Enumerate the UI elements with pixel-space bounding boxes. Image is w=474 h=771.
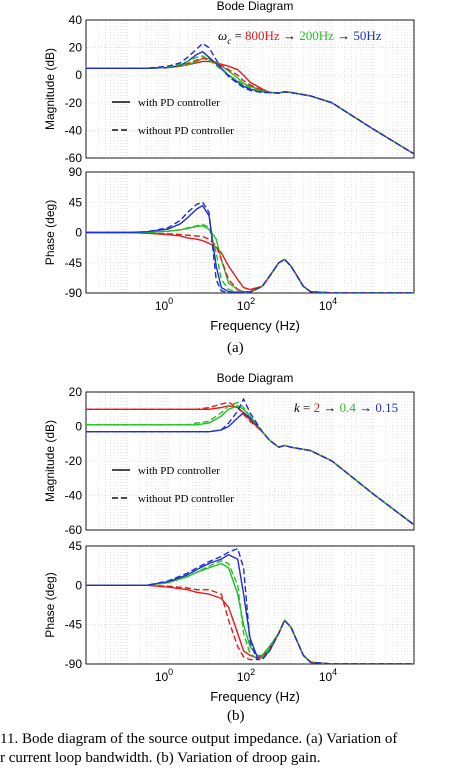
y-tick-label: 90 (69, 165, 83, 179)
legend-label-dashed: without PD controller (138, 125, 234, 137)
x-tick-label: 102 (237, 296, 255, 313)
x-tick-label: 100 (155, 296, 173, 313)
y-tick-label: -40 (65, 123, 83, 137)
series-line-blue-dashed (86, 547, 414, 664)
y-tick-label: 45 (69, 195, 83, 209)
y-axis-label: Phase (deg) (43, 200, 57, 265)
series-line-green-dashed (86, 560, 414, 664)
y-tick-label: -20 (65, 96, 83, 110)
legend-label-solid: with PD controller (138, 97, 220, 109)
y-axis-label: Phase (deg) (43, 572, 57, 637)
figure-caption-line-1: 11. Bode diagram of the source output im… (0, 731, 398, 747)
x-tick-label: 100 (155, 667, 173, 684)
y-tick-label: 20 (69, 41, 83, 55)
y-tick-label: 0 (75, 578, 82, 592)
x-tick-label: 104 (319, 667, 337, 684)
legend-label-dashed: without PD controller (138, 493, 234, 505)
y-tick-label: 20 (69, 385, 83, 399)
series-line-blue-solid (86, 412, 414, 526)
series-line-red-dashed (86, 584, 414, 664)
chart-title: Bode Diagram (217, 0, 294, 13)
y-tick-label: -40 (65, 489, 83, 503)
y-tick-label: -90 (65, 286, 83, 300)
chart-title: Bode Diagram (217, 371, 294, 385)
y-tick-label: -20 (65, 454, 83, 468)
y-tick-label: -60 (65, 523, 83, 537)
y-tick-label: -90 (65, 657, 83, 671)
y-tick-label: 0 (75, 420, 82, 434)
y-tick-label: 40 (69, 13, 83, 27)
plot-frame (85, 391, 415, 531)
series-line-blue-dashed (86, 42, 414, 155)
legend-label-solid: with PD controller (138, 465, 220, 477)
sub-label-a: (a) (227, 340, 244, 356)
y-tick-label: 0 (75, 226, 82, 240)
figure-caption-line-2: r current loop bandwidth. (b) Variation … (0, 750, 321, 766)
series-line-red-dashed (86, 57, 414, 155)
y-tick-label: 0 (75, 68, 82, 82)
series-line-green-dashed (86, 223, 414, 293)
x-tick-label: 104 (319, 296, 337, 313)
y-tick-label: -45 (65, 618, 83, 632)
sub-label-b: (b) (227, 708, 245, 724)
annotation-text: k = 2 → 0.4 → 0.15 (294, 400, 398, 415)
series-line-blue-dashed (86, 398, 414, 526)
series-line-blue-solid (86, 51, 414, 155)
y-tick-label: -60 (65, 151, 83, 165)
y-tick-label: 45 (69, 539, 83, 553)
plot-2: 20 0 -20 -40 -60 Magnitude (dB) Bode Diagram k … (43, 371, 415, 537)
y-tick-label: -45 (65, 256, 83, 270)
x-axis-label: Frequency (Hz) (210, 318, 300, 333)
series-line-green-dashed (86, 55, 414, 155)
plot-frame (85, 545, 415, 665)
series-line-green-dashed (86, 401, 414, 526)
series-line-blue-dashed (86, 201, 414, 293)
plot-frame (85, 19, 415, 159)
y-axis-label: Magnitude (dB) (43, 48, 57, 130)
x-axis-label: Frequency (Hz) (210, 689, 300, 704)
y-axis-label: Magnitude (dB) (43, 420, 57, 502)
plot-1: 90 45 0 -45 -90 Phase (deg) 100 102 104 Frequency… (43, 165, 415, 333)
series-line-green-solid (86, 57, 414, 155)
plot-0: 40 20 0 -20 -40 -60 Magnitude (dB) Bode Diagram… (43, 0, 415, 165)
series-line-blue-solid (86, 204, 414, 293)
plot-3: 45 0 -45 -90 Phase (deg) 100 102 104 Frequency (… (43, 539, 415, 704)
x-tick-label: 102 (237, 667, 255, 684)
annotation-text: ωc = 800Hz → 200Hz → 50Hz (218, 28, 382, 46)
